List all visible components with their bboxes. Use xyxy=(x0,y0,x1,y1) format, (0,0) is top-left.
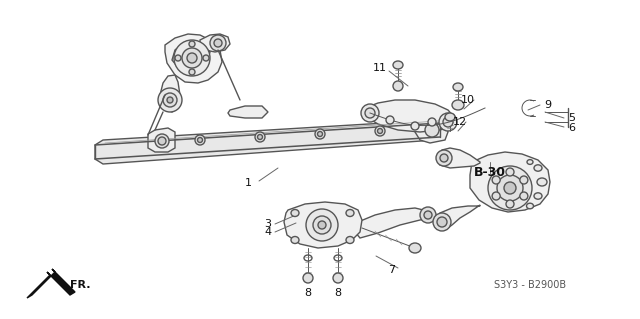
Ellipse shape xyxy=(386,116,394,124)
Ellipse shape xyxy=(436,150,452,166)
Ellipse shape xyxy=(393,61,403,69)
Ellipse shape xyxy=(163,93,177,107)
Ellipse shape xyxy=(439,113,457,131)
Ellipse shape xyxy=(167,97,173,103)
Polygon shape xyxy=(172,42,210,72)
Text: B-30: B-30 xyxy=(474,166,506,179)
Polygon shape xyxy=(415,116,448,143)
Ellipse shape xyxy=(365,108,375,118)
Text: FR.: FR. xyxy=(70,280,90,290)
Ellipse shape xyxy=(182,48,202,68)
Polygon shape xyxy=(470,152,550,212)
Ellipse shape xyxy=(189,69,195,75)
Polygon shape xyxy=(160,75,180,112)
Ellipse shape xyxy=(291,210,299,217)
Ellipse shape xyxy=(318,221,326,229)
Ellipse shape xyxy=(198,137,202,143)
Ellipse shape xyxy=(210,35,226,51)
Ellipse shape xyxy=(291,236,299,243)
Text: 12: 12 xyxy=(453,117,467,127)
Polygon shape xyxy=(27,269,75,298)
Ellipse shape xyxy=(315,129,325,139)
Ellipse shape xyxy=(378,129,383,133)
Polygon shape xyxy=(228,106,268,118)
Text: 8: 8 xyxy=(305,288,312,298)
Ellipse shape xyxy=(534,165,542,171)
Ellipse shape xyxy=(452,100,464,110)
Text: 4: 4 xyxy=(264,227,271,237)
Ellipse shape xyxy=(425,123,439,137)
Ellipse shape xyxy=(195,135,205,145)
Ellipse shape xyxy=(158,137,166,145)
Ellipse shape xyxy=(492,176,500,184)
Ellipse shape xyxy=(504,182,516,194)
Polygon shape xyxy=(165,34,222,83)
Ellipse shape xyxy=(203,55,209,61)
Text: 11: 11 xyxy=(373,63,387,73)
Ellipse shape xyxy=(440,154,448,162)
Ellipse shape xyxy=(409,243,421,253)
Polygon shape xyxy=(438,148,480,168)
Ellipse shape xyxy=(424,211,432,219)
Ellipse shape xyxy=(306,209,338,241)
Ellipse shape xyxy=(497,175,523,201)
Polygon shape xyxy=(355,208,434,238)
Polygon shape xyxy=(95,120,440,164)
Ellipse shape xyxy=(437,217,447,227)
Ellipse shape xyxy=(411,122,419,130)
Ellipse shape xyxy=(537,178,547,186)
Ellipse shape xyxy=(520,176,528,184)
Polygon shape xyxy=(200,34,230,52)
Ellipse shape xyxy=(189,41,195,47)
Ellipse shape xyxy=(420,207,436,223)
Ellipse shape xyxy=(175,55,181,61)
Polygon shape xyxy=(364,100,455,132)
Ellipse shape xyxy=(155,134,169,148)
Ellipse shape xyxy=(488,166,532,210)
Ellipse shape xyxy=(527,160,533,164)
Ellipse shape xyxy=(313,216,331,234)
Ellipse shape xyxy=(361,104,379,122)
Polygon shape xyxy=(284,202,362,248)
Ellipse shape xyxy=(174,40,210,76)
Ellipse shape xyxy=(492,192,500,200)
Ellipse shape xyxy=(333,273,343,283)
Polygon shape xyxy=(148,128,175,152)
Ellipse shape xyxy=(187,53,197,63)
Ellipse shape xyxy=(428,118,436,126)
Text: 1: 1 xyxy=(244,178,252,188)
Text: S3Y3 - B2900B: S3Y3 - B2900B xyxy=(494,280,566,290)
Ellipse shape xyxy=(375,126,385,136)
Text: 5: 5 xyxy=(568,113,575,123)
Text: 3: 3 xyxy=(264,219,271,229)
Ellipse shape xyxy=(453,83,463,91)
Text: 9: 9 xyxy=(545,100,552,110)
Ellipse shape xyxy=(433,213,451,231)
Ellipse shape xyxy=(317,131,323,137)
Ellipse shape xyxy=(214,39,222,47)
Ellipse shape xyxy=(393,81,403,91)
Ellipse shape xyxy=(527,203,534,209)
Ellipse shape xyxy=(257,135,262,139)
Text: 7: 7 xyxy=(388,265,396,275)
Ellipse shape xyxy=(506,200,514,208)
Polygon shape xyxy=(436,205,480,230)
Ellipse shape xyxy=(520,192,528,200)
Ellipse shape xyxy=(534,193,542,199)
Text: 10: 10 xyxy=(461,95,475,105)
Ellipse shape xyxy=(346,236,354,243)
Ellipse shape xyxy=(445,113,455,121)
Text: 8: 8 xyxy=(335,288,342,298)
Ellipse shape xyxy=(158,88,182,112)
Ellipse shape xyxy=(346,210,354,217)
Text: 6: 6 xyxy=(568,123,575,133)
Ellipse shape xyxy=(255,132,265,142)
Ellipse shape xyxy=(443,117,453,127)
Ellipse shape xyxy=(303,273,313,283)
Ellipse shape xyxy=(506,168,514,176)
